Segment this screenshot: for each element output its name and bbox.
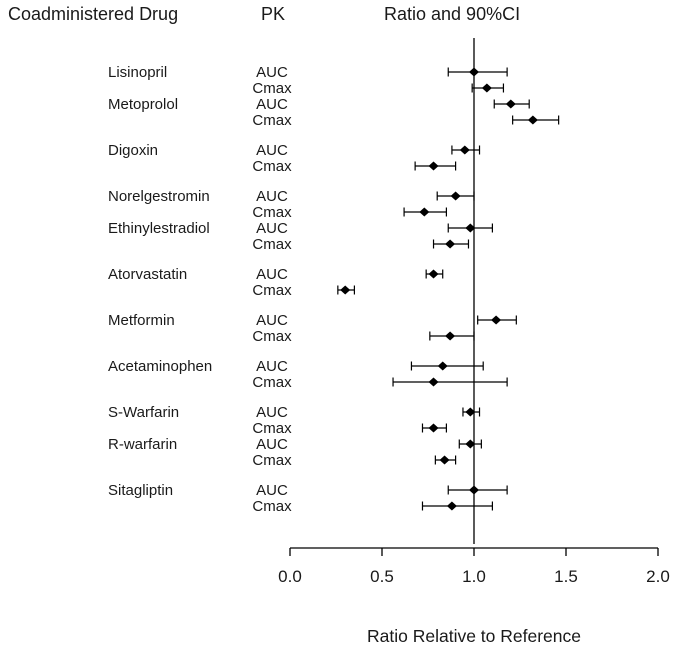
pk-label: AUC <box>256 312 288 329</box>
pk-label: Cmax <box>252 282 292 299</box>
diamond-marker <box>481 83 492 93</box>
x-axis-title: Ratio Relative to Reference <box>367 626 581 646</box>
forest-row: Cmax <box>252 80 505 97</box>
drug-label: Acetaminophen <box>108 358 212 375</box>
diamond-marker <box>465 407 476 417</box>
drug-label: S-Warfarin <box>108 404 179 421</box>
pk-label: Cmax <box>252 420 292 437</box>
pk-label: Cmax <box>252 158 292 175</box>
diamond-marker <box>340 285 351 295</box>
diamond-marker <box>469 67 479 77</box>
pk-label: AUC <box>256 482 288 499</box>
forest-row: Cmax <box>252 236 470 253</box>
pk-label: Cmax <box>252 328 292 345</box>
pk-label: AUC <box>256 64 288 81</box>
diamond-marker <box>445 331 456 341</box>
diamond-marker <box>439 455 450 465</box>
diamond-marker <box>446 501 457 511</box>
forest-row: Cmax <box>252 282 355 299</box>
column-header-pk: PK <box>260 4 285 24</box>
pk-label: AUC <box>256 266 288 283</box>
forest-row: S-Warfarin AUC <box>108 404 481 421</box>
forest-row: Acetaminophen AUC <box>108 358 484 375</box>
forest-row: Lisinopril AUC <box>108 64 508 81</box>
drug-label: Norelgestromin <box>108 188 210 205</box>
pk-label: AUC <box>256 96 288 113</box>
diamond-marker <box>428 377 439 387</box>
forest-row: Ethinylestradiol AUC <box>108 220 493 237</box>
drug-label: Sitagliptin <box>108 482 173 499</box>
pk-label: AUC <box>256 404 288 421</box>
diamond-marker <box>437 361 448 371</box>
forest-row: R-warfarin AUC <box>108 436 482 453</box>
diamond-marker <box>465 439 476 449</box>
drug-label: Ethinylestradiol <box>108 220 210 237</box>
drug-label: Lisinopril <box>108 64 167 81</box>
forest-row: Atorvastatin AUC <box>108 266 444 283</box>
forest-row: Cmax <box>252 328 475 345</box>
x-tick-label: 2.0 <box>646 567 670 586</box>
diamond-marker <box>465 223 476 233</box>
forest-row: Cmax <box>252 498 493 515</box>
x-tick-label: 1.0 <box>462 567 486 586</box>
forest-row: Digoxin AUC <box>108 142 481 159</box>
pk-label: Cmax <box>252 204 292 221</box>
forest-row: Cmax <box>252 112 560 129</box>
diamond-marker <box>428 269 439 279</box>
forest-row: Metoprolol AUC <box>108 96 530 113</box>
drug-label: Atorvastatin <box>108 266 187 283</box>
forest-row: Cmax <box>252 158 457 175</box>
pk-label: Cmax <box>252 236 292 253</box>
x-tick-label: 0.5 <box>370 567 394 586</box>
column-header-drug: Coadministered Drug <box>8 4 179 24</box>
forest-row: Cmax <box>252 420 447 437</box>
diamond-marker <box>505 99 516 109</box>
diamond-marker <box>428 423 439 433</box>
x-tick-label: 1.5 <box>554 567 578 586</box>
diamond-marker <box>469 485 479 495</box>
diamond-marker <box>491 315 502 325</box>
diamond-marker <box>419 207 430 217</box>
diamond-marker <box>527 115 538 125</box>
drug-label: Metoprolol <box>108 96 178 113</box>
pk-label: AUC <box>256 220 288 237</box>
pk-label: AUC <box>256 436 288 453</box>
diamond-marker <box>450 191 461 201</box>
diamond-marker <box>459 145 470 155</box>
drug-label: Digoxin <box>108 142 158 159</box>
drug-label: Metformin <box>108 312 175 329</box>
pk-label: Cmax <box>252 498 292 515</box>
pk-label: Cmax <box>252 452 292 469</box>
pk-label: AUC <box>256 142 288 159</box>
pk-label: AUC <box>256 188 288 205</box>
x-tick-label: 0.0 <box>278 567 302 586</box>
forest-row: Cmax <box>252 204 447 221</box>
forest-row: Sitagliptin AUC <box>108 482 508 499</box>
diamond-marker <box>445 239 456 249</box>
diamond-marker <box>428 161 439 171</box>
forest-row: Norelgestromin AUC <box>108 188 475 205</box>
column-header-ratio: Ratio and 90%CI <box>384 4 521 24</box>
pk-label: Cmax <box>252 112 292 129</box>
pk-label: AUC <box>256 358 288 375</box>
forest-row: Cmax <box>252 452 457 469</box>
forest-row: Metformin AUC <box>108 312 517 329</box>
drug-label: R-warfarin <box>108 436 177 453</box>
pk-label: Cmax <box>252 80 292 97</box>
forest-row: Cmax <box>252 374 508 391</box>
pk-label: Cmax <box>252 374 292 391</box>
